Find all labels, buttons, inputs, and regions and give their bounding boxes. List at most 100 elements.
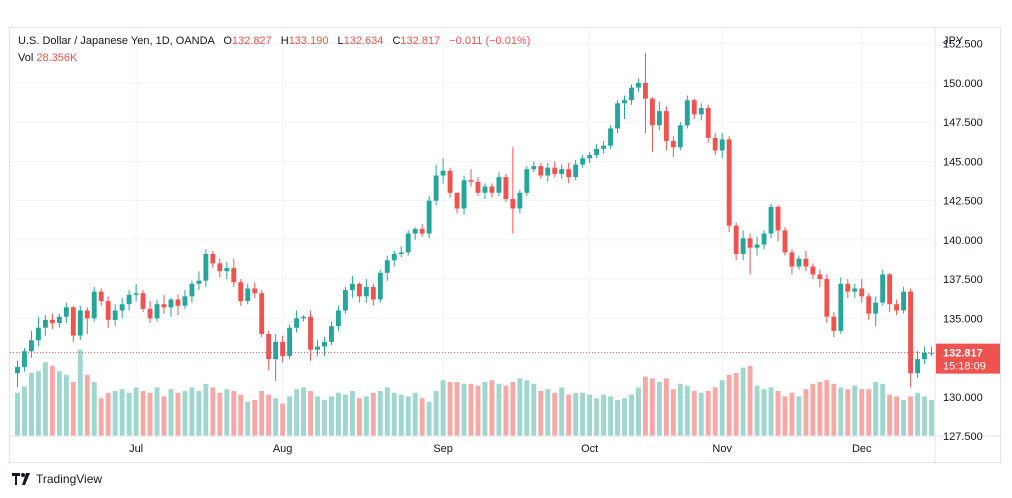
candle-body[interactable]: [98, 291, 104, 302]
candle-body[interactable]: [608, 128, 613, 146]
candle-body[interactable]: [796, 258, 802, 267]
candle-body[interactable]: [698, 108, 704, 115]
candle-body[interactable]: [649, 98, 655, 126]
candle-body[interactable]: [22, 351, 27, 367]
candle-body[interactable]: [119, 304, 125, 311]
candle-body[interactable]: [566, 169, 572, 178]
candle-body[interactable]: [356, 283, 362, 297]
candle-body[interactable]: [489, 186, 495, 193]
candle-body[interactable]: [245, 288, 251, 302]
candle-body[interactable]: [349, 283, 355, 291]
candle-body[interactable]: [782, 230, 788, 253]
candle-body[interactable]: [894, 304, 900, 311]
candle-body[interactable]: [503, 177, 509, 200]
candle-body[interactable]: [29, 340, 34, 352]
candle-body[interactable]: [63, 307, 69, 317]
candle-body[interactable]: [370, 286, 376, 300]
candle-body[interactable]: [266, 334, 272, 360]
candle-body[interactable]: [398, 252, 404, 254]
candle-body[interactable]: [601, 145, 607, 149]
candle-body[interactable]: [175, 299, 181, 306]
candle-body[interactable]: [838, 283, 844, 331]
candle-body[interactable]: [852, 288, 858, 292]
candle-body[interactable]: [663, 111, 669, 141]
candle-body[interactable]: [880, 274, 886, 303]
candle-body[interactable]: [726, 139, 732, 226]
candle-body[interactable]: [140, 293, 146, 309]
candle-body[interactable]: [496, 177, 502, 193]
candle-body[interactable]: [643, 82, 648, 99]
candle-body[interactable]: [866, 296, 872, 314]
candle-body[interactable]: [35, 327, 41, 341]
candle-body[interactable]: [189, 283, 195, 297]
candle-body[interactable]: [196, 280, 202, 284]
candle-body[interactable]: [42, 319, 48, 328]
candle-body[interactable]: [461, 180, 467, 209]
candle-body[interactable]: [517, 192, 523, 209]
candle-body[interactable]: [210, 253, 216, 264]
candle-body[interactable]: [433, 175, 439, 201]
candle-body[interactable]: [754, 244, 760, 248]
candle-body[interactable]: [684, 100, 690, 126]
candle-body[interactable]: [301, 316, 306, 319]
candle-body[interactable]: [91, 291, 97, 319]
candle-body[interactable]: [636, 82, 641, 88]
candle-body[interactable]: [873, 302, 879, 314]
candle-body[interactable]: [810, 266, 816, 275]
candle-body[interactable]: [168, 299, 174, 308]
candle-body[interactable]: [615, 103, 620, 129]
candle-body[interactable]: [133, 293, 139, 295]
candle-body[interactable]: [217, 263, 223, 272]
legend-vol-label[interactable]: Vol: [18, 52, 34, 64]
candle-body[interactable]: [510, 199, 516, 209]
candle-body[interactable]: [440, 170, 446, 176]
candle-body[interactable]: [154, 304, 160, 319]
candle-body[interactable]: [384, 260, 390, 273]
candle-body[interactable]: [454, 192, 460, 209]
candle-body[interactable]: [70, 307, 76, 336]
candle-body[interactable]: [901, 291, 907, 311]
candle-body[interactable]: [915, 359, 920, 374]
candle-body[interactable]: [929, 352, 934, 354]
candle-body[interactable]: [859, 288, 865, 297]
candle-body[interactable]: [447, 170, 453, 193]
candle-body[interactable]: [426, 200, 432, 234]
candle-body[interactable]: [629, 87, 634, 101]
candle-body[interactable]: [419, 228, 425, 234]
candle-body[interactable]: [908, 291, 914, 374]
candle-body[interactable]: [391, 253, 397, 261]
candle-body[interactable]: [747, 238, 753, 248]
candle-body[interactable]: [587, 155, 593, 159]
candle-body[interactable]: [231, 268, 237, 283]
candle-body[interactable]: [768, 206, 774, 234]
candle-body[interactable]: [831, 316, 837, 331]
candle-body[interactable]: [308, 316, 313, 350]
candle-body[interactable]: [182, 296, 188, 306]
candle-body[interactable]: [203, 253, 209, 281]
candle-body[interactable]: [538, 166, 544, 176]
candle-body[interactable]: [405, 233, 411, 253]
candle-body[interactable]: [580, 158, 586, 165]
candle-body[interactable]: [524, 169, 530, 193]
candle-body[interactable]: [559, 169, 565, 174]
candlestick-chart[interactable]: 127.500130.000132.500135.000137.500140.0…: [10, 28, 1002, 464]
candle-body[interactable]: [322, 341, 327, 347]
candle-body[interactable]: [719, 139, 725, 151]
candle-body[interactable]: [475, 181, 481, 193]
candle-body[interactable]: [147, 308, 153, 319]
candle-body[interactable]: [342, 290, 348, 311]
candle-body[interactable]: [287, 327, 293, 356]
candle-body[interactable]: [922, 352, 927, 360]
candle-body[interactable]: [224, 268, 230, 272]
candle-body[interactable]: [552, 167, 558, 174]
candle-body[interactable]: [622, 100, 627, 104]
candle-body[interactable]: [315, 346, 320, 350]
candle-body[interactable]: [259, 293, 265, 334]
candle-body[interactable]: [803, 258, 809, 267]
candle-body[interactable]: [336, 310, 341, 327]
candle-body[interactable]: [740, 238, 746, 254]
candle-body[interactable]: [573, 164, 579, 178]
candle-body[interactable]: [280, 341, 286, 356]
tradingview-logo[interactable]: TradingView: [12, 472, 102, 486]
candle-body[interactable]: [656, 111, 662, 126]
